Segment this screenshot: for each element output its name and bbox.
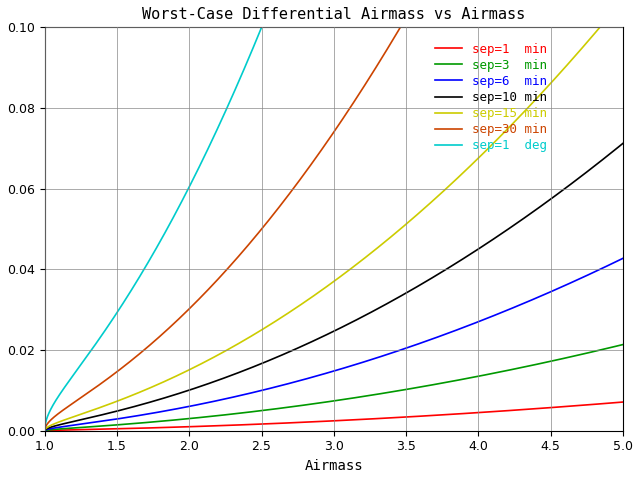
- X-axis label: Airmass: Airmass: [305, 459, 363, 473]
- sep=3  min: [41, 428, 49, 433]
- sep=3  min: [620, 342, 627, 348]
- sep=15 min: [70, 414, 78, 420]
- sep=10 min: [322, 332, 330, 338]
- sep=6  min: [602, 264, 610, 269]
- sep=30 min: [307, 162, 314, 168]
- sep=6  min: [322, 371, 330, 376]
- sep=1  min: [70, 427, 78, 432]
- sep=1  min: [602, 400, 610, 406]
- sep=3  min: [602, 346, 610, 351]
- sep=3  min: [307, 401, 314, 407]
- sep=15 min: [322, 284, 330, 290]
- Line: sep=3  min: sep=3 min: [45, 345, 623, 431]
- sep=30 min: [322, 141, 330, 146]
- Legend: sep=1  min, sep=3  min, sep=6  min, sep=10 min, sep=15 min, sep=30 min, sep=1  d: sep=1 min, sep=3 min, sep=6 min, sep=10 …: [430, 37, 552, 157]
- sep=10 min: [602, 154, 610, 160]
- sep=10 min: [307, 339, 314, 345]
- sep=10 min: [496, 232, 504, 238]
- sep=1  min: [602, 400, 610, 406]
- sep=15 min: [620, 0, 627, 2]
- sep=3  min: [70, 425, 78, 431]
- sep=15 min: [41, 428, 49, 433]
- sep=30 min: [41, 428, 49, 433]
- Line: sep=1  deg: sep=1 deg: [45, 0, 623, 431]
- sep=1  min: [41, 428, 49, 433]
- sep=6  min: [602, 264, 610, 269]
- sep=15 min: [307, 295, 314, 301]
- sep=1  min: [620, 399, 627, 405]
- sep=10 min: [602, 154, 610, 160]
- sep=6  min: [307, 375, 314, 381]
- sep=10 min: [41, 428, 49, 433]
- sep=3  min: [322, 399, 330, 405]
- sep=15 min: [602, 17, 610, 23]
- Title: Worst-Case Differential Airmass vs Airmass: Worst-Case Differential Airmass vs Airma…: [142, 7, 525, 22]
- sep=1  deg: [41, 428, 49, 433]
- sep=3  min: [496, 369, 504, 375]
- sep=1  min: [307, 419, 314, 425]
- Line: sep=6  min: sep=6 min: [45, 258, 623, 431]
- Line: sep=1  min: sep=1 min: [45, 402, 623, 431]
- sep=15 min: [602, 17, 610, 23]
- sep=1  deg: [70, 371, 78, 377]
- sep=1  min: [496, 408, 504, 414]
- sep=1  min: [322, 419, 330, 424]
- sep=30 min: [70, 399, 78, 405]
- sep=10 min: [70, 419, 78, 424]
- sep=10 min: [620, 140, 627, 146]
- sep=15 min: [496, 133, 504, 139]
- sep=6  min: [70, 422, 78, 428]
- Line: sep=10 min: sep=10 min: [45, 143, 623, 431]
- sep=6  min: [496, 310, 504, 316]
- Line: sep=30 min: sep=30 min: [45, 0, 623, 431]
- Line: sep=15 min: sep=15 min: [45, 0, 623, 431]
- sep=6  min: [620, 255, 627, 261]
- sep=3  min: [602, 346, 610, 351]
- sep=6  min: [41, 428, 49, 433]
